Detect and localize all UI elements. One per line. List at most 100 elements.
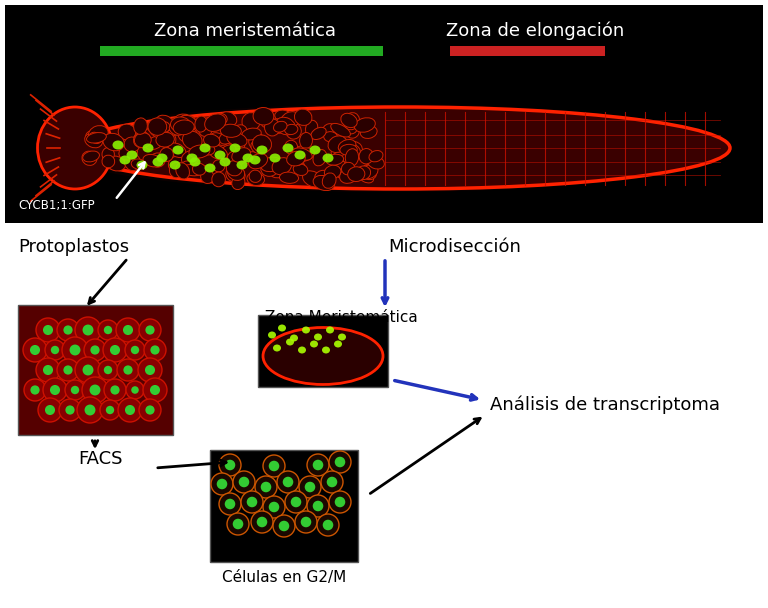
Ellipse shape [120,156,131,165]
Circle shape [98,320,118,340]
Circle shape [91,345,100,354]
Bar [5,228,763,603]
Ellipse shape [160,132,176,148]
Ellipse shape [112,140,124,150]
Ellipse shape [348,167,365,182]
Ellipse shape [169,123,184,135]
Ellipse shape [328,136,347,153]
Ellipse shape [290,148,306,165]
Ellipse shape [153,157,164,167]
Ellipse shape [285,140,297,154]
Circle shape [104,379,126,401]
Circle shape [307,454,329,476]
Circle shape [217,478,227,489]
Ellipse shape [204,117,220,129]
Ellipse shape [70,107,730,189]
Ellipse shape [324,165,341,179]
Circle shape [219,454,241,476]
Circle shape [57,359,79,381]
Ellipse shape [326,154,343,165]
Circle shape [247,497,257,507]
Circle shape [291,497,301,507]
Circle shape [139,319,161,341]
Ellipse shape [178,116,197,130]
Ellipse shape [323,131,337,142]
Ellipse shape [156,133,174,147]
Ellipse shape [179,128,196,140]
Ellipse shape [220,112,237,126]
Circle shape [279,520,290,531]
Ellipse shape [280,163,301,176]
Ellipse shape [134,118,147,134]
Circle shape [277,471,299,493]
Ellipse shape [294,109,312,125]
Circle shape [45,340,65,360]
Ellipse shape [50,104,730,192]
Circle shape [260,482,271,492]
Ellipse shape [331,150,349,162]
Circle shape [295,511,317,533]
Ellipse shape [84,133,102,148]
Circle shape [255,476,277,498]
Ellipse shape [214,151,226,159]
Circle shape [23,338,47,362]
Ellipse shape [187,153,197,162]
Circle shape [111,385,120,395]
Ellipse shape [219,131,237,144]
Bar [450,46,605,56]
Ellipse shape [220,145,236,156]
Ellipse shape [244,152,260,164]
Ellipse shape [83,151,99,162]
Ellipse shape [323,123,336,135]
Ellipse shape [326,326,334,334]
Circle shape [50,385,60,395]
Ellipse shape [190,157,200,167]
Ellipse shape [200,143,210,153]
Ellipse shape [170,117,190,132]
Circle shape [104,366,112,374]
Circle shape [131,346,139,354]
Circle shape [125,340,145,360]
Ellipse shape [173,145,184,154]
Ellipse shape [227,151,247,165]
Circle shape [307,495,329,517]
Ellipse shape [286,339,294,345]
Circle shape [84,339,106,361]
Circle shape [144,339,166,361]
Circle shape [138,358,162,382]
Ellipse shape [200,170,214,184]
Ellipse shape [119,145,137,160]
Ellipse shape [189,145,210,158]
Ellipse shape [285,125,298,134]
Ellipse shape [323,173,336,188]
Ellipse shape [338,139,356,153]
Ellipse shape [247,172,264,185]
Ellipse shape [124,153,141,171]
Bar [258,315,388,387]
Ellipse shape [354,118,376,133]
Circle shape [31,385,40,395]
Circle shape [285,491,307,513]
Bar [100,46,383,56]
Ellipse shape [204,134,220,147]
Circle shape [151,345,160,354]
Circle shape [145,406,154,415]
Circle shape [117,359,139,381]
Circle shape [257,517,267,527]
Bar [210,450,358,562]
Ellipse shape [360,126,377,139]
Ellipse shape [303,171,323,187]
Circle shape [51,346,59,354]
Ellipse shape [167,118,184,135]
Ellipse shape [270,164,286,178]
Circle shape [233,519,243,530]
Circle shape [64,325,73,334]
Ellipse shape [369,151,383,162]
Ellipse shape [286,151,306,166]
Ellipse shape [170,162,184,178]
Ellipse shape [342,162,355,175]
Text: Protoplastos: Protoplastos [18,238,129,256]
Circle shape [125,405,135,415]
Ellipse shape [174,120,194,135]
Text: Zona Meristemática: Zona Meristemática [265,310,418,325]
